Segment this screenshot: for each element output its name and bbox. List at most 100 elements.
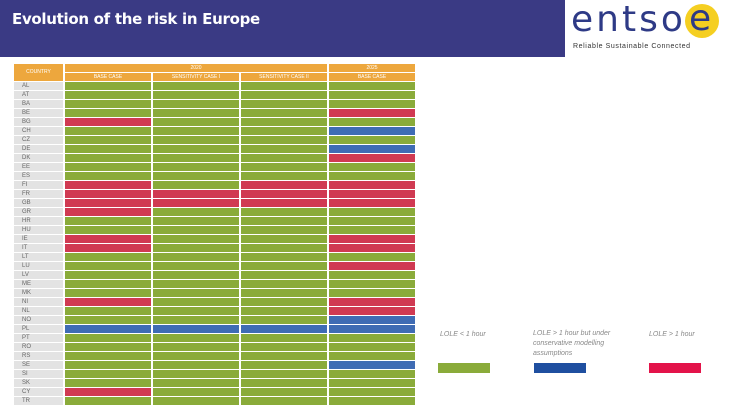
table-row: ES [14, 172, 415, 180]
risk-cell [153, 388, 239, 396]
risk-cell [153, 316, 239, 324]
risk-cell [329, 217, 415, 225]
risk-cell [65, 154, 151, 162]
year-2025-header: 2025 [329, 64, 415, 72]
risk-cell [329, 397, 415, 405]
table-row: DK [14, 154, 415, 162]
table-row: NI [14, 298, 415, 306]
risk-cell [329, 343, 415, 351]
risk-cell [329, 307, 415, 315]
risk-cell [241, 208, 327, 216]
table-row: CZ [14, 136, 415, 144]
risk-cell [153, 271, 239, 279]
table-row: LU [14, 262, 415, 270]
legend: LOLE < 1 hour LOLE > 1 hour but under co… [430, 326, 720, 376]
risk-cell [241, 145, 327, 153]
risk-cell [329, 91, 415, 99]
country-code: GB [14, 199, 63, 207]
risk-cell [65, 163, 151, 171]
risk-cell [65, 343, 151, 351]
risk-cell [241, 172, 327, 180]
risk-cell [241, 109, 327, 117]
logo-wordmark: entso [571, 0, 686, 40]
column-header: BASE CASE [329, 73, 415, 81]
table-row: AL [14, 82, 415, 90]
risk-cell [65, 199, 151, 207]
risk-cell [153, 325, 239, 333]
risk-cell [329, 235, 415, 243]
country-code: NI [14, 298, 63, 306]
risk-cell [241, 100, 327, 108]
risk-cell [153, 226, 239, 234]
risk-cell [65, 397, 151, 405]
risk-cell [241, 289, 327, 297]
table-row: TR [14, 397, 415, 405]
country-code: SI [14, 370, 63, 378]
risk-cell [65, 208, 151, 216]
risk-cell [241, 154, 327, 162]
country-code: CY [14, 388, 63, 396]
table-row: BE [14, 109, 415, 117]
legend-label: LOLE > 1 hour but under conservative mod… [533, 330, 611, 357]
table-row: NL [14, 307, 415, 315]
logo-e-letter: e [689, 0, 712, 39]
risk-cell [329, 289, 415, 297]
risk-cell [329, 361, 415, 369]
risk-cell [241, 253, 327, 261]
country-code: RO [14, 343, 63, 351]
risk-cell [153, 100, 239, 108]
risk-cell [329, 100, 415, 108]
risk-cell [153, 361, 239, 369]
risk-cell [153, 280, 239, 288]
risk-cell [65, 190, 151, 198]
risk-cell [65, 100, 151, 108]
table-row: BA [14, 100, 415, 108]
risk-cell [329, 352, 415, 360]
risk-cell [65, 172, 151, 180]
risk-cell [65, 82, 151, 90]
table-row: GB [14, 199, 415, 207]
risk-cell [241, 190, 327, 198]
risk-cell [241, 316, 327, 324]
risk-cell [241, 397, 327, 405]
risk-cell [241, 280, 327, 288]
country-code: EE [14, 163, 63, 171]
risk-cell [65, 325, 151, 333]
country-code: LV [14, 271, 63, 279]
country-code: FI [14, 181, 63, 189]
table-row: AT [14, 91, 415, 99]
risk-cell [241, 334, 327, 342]
entsoe-logo: entso e Reliable Sustainable Connected [565, 0, 731, 57]
risk-cell [65, 334, 151, 342]
country-code: NO [14, 316, 63, 324]
table-body: AL AT BA BE BG CH CZ DE DK EE ES FI FR GB GR HR HU IE IT LT… [14, 82, 415, 405]
risk-cell [329, 379, 415, 387]
risk-cell [153, 343, 239, 351]
country-code: BE [14, 109, 63, 117]
risk-cell [65, 280, 151, 288]
legend-label: LOLE < 1 hour [440, 331, 486, 338]
risk-cell [65, 289, 151, 297]
risk-cell [329, 271, 415, 279]
risk-cell [329, 136, 415, 144]
table-row: DE [14, 145, 415, 153]
risk-cell [153, 208, 239, 216]
risk-cell [241, 325, 327, 333]
table-row: BG [14, 118, 415, 126]
risk-cell [153, 370, 239, 378]
country-code: PT [14, 334, 63, 342]
risk-cell [329, 253, 415, 261]
risk-cell [153, 307, 239, 315]
table-row: FI [14, 181, 415, 189]
table-row: IE [14, 235, 415, 243]
risk-cell [153, 397, 239, 405]
risk-cell [153, 253, 239, 261]
risk-cell [65, 244, 151, 252]
table-row: PT [14, 334, 415, 342]
risk-cell [153, 136, 239, 144]
risk-cell [65, 118, 151, 126]
risk-cell [153, 235, 239, 243]
logo-e-circle: e [685, 0, 719, 39]
risk-cell [329, 244, 415, 252]
country-code: BA [14, 100, 63, 108]
